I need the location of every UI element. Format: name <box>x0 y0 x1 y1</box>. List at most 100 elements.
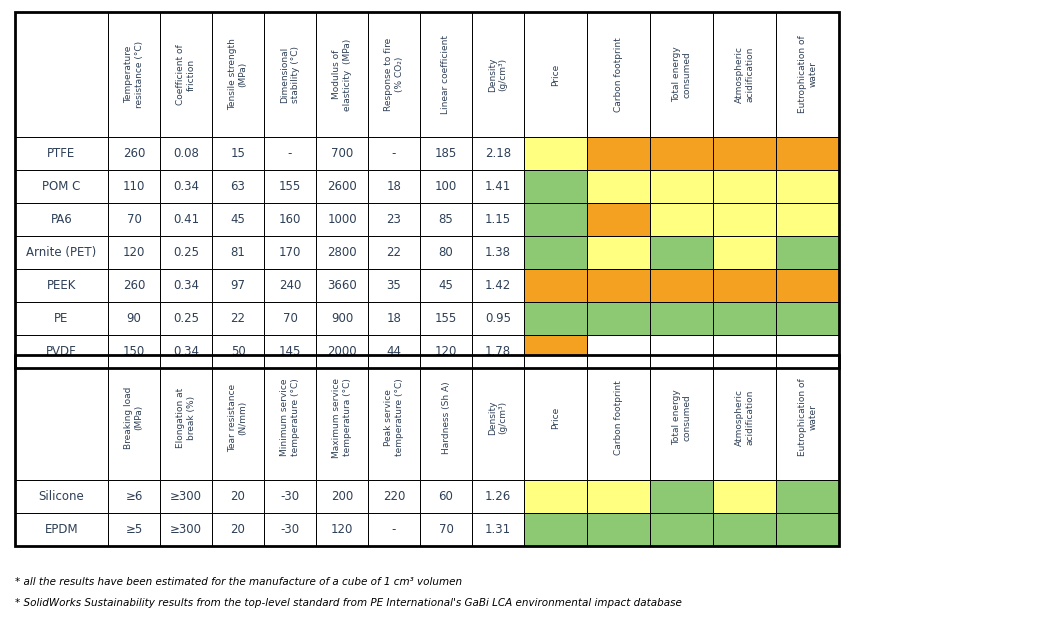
Bar <box>776 355 839 480</box>
Bar <box>108 203 160 236</box>
Bar <box>650 513 713 546</box>
Bar <box>650 335 713 368</box>
Text: Dimensional
stability (°C): Dimensional stability (°C) <box>281 46 300 103</box>
Bar <box>524 335 587 368</box>
Text: 70: 70 <box>127 213 142 226</box>
Bar <box>367 355 420 480</box>
Text: Tear resistance
(N/mm): Tear resistance (N/mm) <box>229 383 248 451</box>
Bar <box>650 203 713 236</box>
Bar <box>713 513 776 546</box>
Bar <box>212 335 264 368</box>
Bar <box>650 269 713 302</box>
Text: Peak service
temperature (°C): Peak service temperature (°C) <box>384 379 403 457</box>
Text: EPDM: EPDM <box>44 523 78 536</box>
Bar <box>713 12 776 137</box>
Bar <box>472 12 524 137</box>
Bar <box>316 269 367 302</box>
Text: 155: 155 <box>435 312 457 325</box>
Bar <box>367 302 420 335</box>
Bar <box>776 203 839 236</box>
Bar <box>264 355 316 480</box>
Bar <box>212 137 264 170</box>
Bar <box>15 137 108 170</box>
Text: 170: 170 <box>279 246 301 259</box>
Bar <box>212 203 264 236</box>
Bar <box>212 302 264 335</box>
Text: Temperature
resistance (°C): Temperature resistance (°C) <box>124 41 144 108</box>
Text: 160: 160 <box>279 213 301 226</box>
Text: Hardness (Sh A): Hardness (Sh A) <box>442 381 450 454</box>
Bar <box>264 513 316 546</box>
Text: 260: 260 <box>123 279 145 292</box>
Text: 45: 45 <box>438 279 453 292</box>
Bar <box>316 137 367 170</box>
Bar <box>160 335 212 368</box>
Bar <box>524 269 587 302</box>
Text: 22: 22 <box>231 312 246 325</box>
Text: Response to fire
(% CO₂): Response to fire (% CO₂) <box>384 38 403 111</box>
Text: -: - <box>288 147 292 160</box>
Bar <box>316 236 367 269</box>
Bar <box>316 335 367 368</box>
Bar <box>713 302 776 335</box>
Text: 20: 20 <box>231 523 246 536</box>
Text: 120: 120 <box>330 523 354 536</box>
Bar <box>472 355 524 480</box>
Bar <box>472 513 524 546</box>
Bar <box>367 269 420 302</box>
Bar <box>524 302 587 335</box>
Bar <box>776 513 839 546</box>
Bar <box>650 170 713 203</box>
Text: 44: 44 <box>387 345 401 358</box>
Text: 97: 97 <box>231 279 246 292</box>
Bar <box>472 335 524 368</box>
Text: 2800: 2800 <box>327 246 357 259</box>
Text: 900: 900 <box>330 312 353 325</box>
Bar <box>108 269 160 302</box>
Bar <box>713 236 776 269</box>
Text: 85: 85 <box>438 213 453 226</box>
Bar <box>367 137 420 170</box>
Text: 81: 81 <box>231 246 246 259</box>
Bar <box>316 355 367 480</box>
Text: 60: 60 <box>438 490 453 503</box>
Text: 0.25: 0.25 <box>173 312 199 325</box>
Text: 70: 70 <box>283 312 298 325</box>
Bar <box>524 12 587 137</box>
Bar <box>420 480 472 513</box>
Bar <box>524 355 587 480</box>
Bar <box>264 335 316 368</box>
Text: POM C: POM C <box>42 180 80 193</box>
Bar <box>367 236 420 269</box>
Bar <box>713 480 776 513</box>
Bar <box>160 355 212 480</box>
Bar <box>212 12 264 137</box>
Bar <box>420 203 472 236</box>
Bar <box>420 302 472 335</box>
Bar <box>212 170 264 203</box>
Bar <box>264 203 316 236</box>
Bar <box>264 480 316 513</box>
Bar <box>420 236 472 269</box>
Text: Density
(g/cm³): Density (g/cm³) <box>488 401 507 435</box>
Text: 1000: 1000 <box>327 213 357 226</box>
Text: 1.38: 1.38 <box>485 246 511 259</box>
Text: Minimum service
temperature (°C): Minimum service temperature (°C) <box>281 379 300 457</box>
Text: PA6: PA6 <box>51 213 72 226</box>
Bar <box>108 302 160 335</box>
Bar <box>587 203 650 236</box>
Bar <box>264 302 316 335</box>
Text: * SolidWorks Sustainability results from the top-level standard from PE Internat: * SolidWorks Sustainability results from… <box>15 598 682 608</box>
Bar <box>108 513 160 546</box>
Bar <box>160 170 212 203</box>
Bar <box>212 236 264 269</box>
Text: 0.25: 0.25 <box>173 246 199 259</box>
Text: 80: 80 <box>438 246 453 259</box>
Text: 0.34: 0.34 <box>173 279 199 292</box>
Bar <box>420 12 472 137</box>
Bar <box>160 203 212 236</box>
Bar <box>524 480 587 513</box>
Bar <box>713 203 776 236</box>
Bar <box>776 335 839 368</box>
Text: Arnite (PET): Arnite (PET) <box>26 246 96 259</box>
